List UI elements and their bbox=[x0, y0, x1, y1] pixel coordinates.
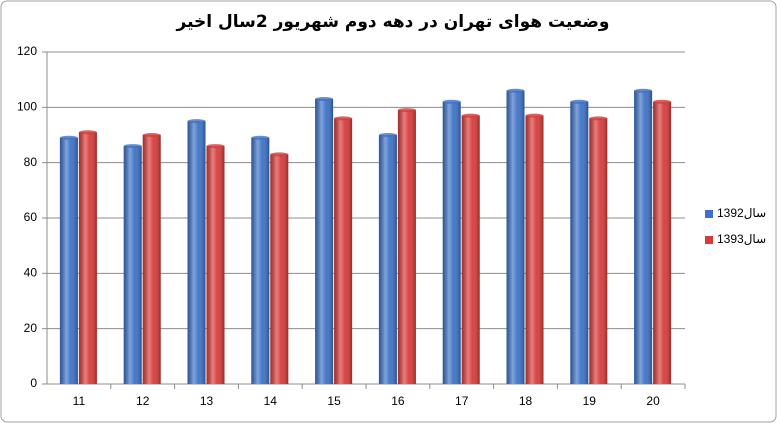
bar bbox=[187, 121, 206, 385]
bar-cap bbox=[334, 116, 353, 121]
bar bbox=[78, 132, 97, 384]
bar-cap bbox=[634, 88, 653, 93]
x-tick-label: 15 bbox=[327, 394, 341, 408]
x-tick-label: 17 bbox=[455, 394, 469, 408]
x-tick-label: 12 bbox=[136, 394, 150, 408]
bar-cap bbox=[589, 116, 608, 121]
legend-label: سال1393 bbox=[717, 232, 766, 246]
bar-cap bbox=[378, 133, 397, 137]
bar-cap bbox=[315, 97, 334, 102]
y-tick-label: 0 bbox=[30, 376, 37, 390]
y-tick-label: 20 bbox=[24, 321, 38, 335]
bar bbox=[315, 99, 334, 385]
y-tick-label: 100 bbox=[17, 100, 37, 114]
x-tick-label: 14 bbox=[264, 394, 278, 408]
bar bbox=[570, 101, 589, 385]
bar bbox=[506, 90, 525, 384]
legend-swatch bbox=[705, 236, 713, 244]
bar bbox=[59, 137, 78, 384]
bar-cap bbox=[142, 133, 161, 137]
bar bbox=[251, 137, 270, 384]
bar-cap bbox=[206, 144, 225, 149]
bar bbox=[142, 135, 161, 384]
bar-cap bbox=[251, 135, 270, 140]
x-tick-label: 11 bbox=[73, 394, 86, 408]
bar-cap bbox=[123, 144, 142, 149]
x-tick-label: 18 bbox=[519, 394, 533, 408]
bar-cap bbox=[270, 152, 289, 157]
x-tick-label: 16 bbox=[391, 394, 405, 408]
y-tick-label: 40 bbox=[24, 266, 38, 280]
y-tick-label: 60 bbox=[24, 210, 38, 224]
bar bbox=[378, 135, 397, 384]
bar-cap bbox=[506, 88, 525, 93]
y-tick-label: 80 bbox=[24, 155, 38, 169]
bar-cap bbox=[653, 99, 672, 104]
bar bbox=[653, 101, 672, 385]
bar-cap bbox=[397, 108, 416, 113]
legend-label: سال1392 bbox=[717, 206, 766, 220]
bar-cap bbox=[525, 113, 544, 118]
bar bbox=[634, 90, 653, 384]
bar-cap bbox=[570, 99, 589, 104]
bar bbox=[442, 101, 461, 385]
x-tick-label: 20 bbox=[646, 394, 660, 408]
bar-cap bbox=[59, 135, 78, 140]
bar-cap bbox=[78, 130, 97, 135]
bar-cap bbox=[442, 99, 461, 104]
bar bbox=[270, 154, 289, 384]
x-tick-label: 13 bbox=[200, 394, 214, 408]
bar-cap bbox=[187, 119, 206, 124]
chart-title: وضعیت هوای تهران در دهه دوم شهریور 2سال … bbox=[176, 12, 610, 32]
bar bbox=[589, 118, 608, 385]
bar-cap bbox=[461, 113, 480, 118]
bar bbox=[334, 118, 353, 385]
x-tick-label: 19 bbox=[583, 394, 597, 408]
bar bbox=[123, 146, 142, 384]
bar bbox=[397, 110, 416, 384]
legend-swatch bbox=[705, 210, 713, 218]
y-tick-label: 120 bbox=[17, 44, 37, 58]
bar bbox=[206, 146, 225, 384]
bar bbox=[461, 115, 480, 384]
bar bbox=[525, 115, 544, 384]
